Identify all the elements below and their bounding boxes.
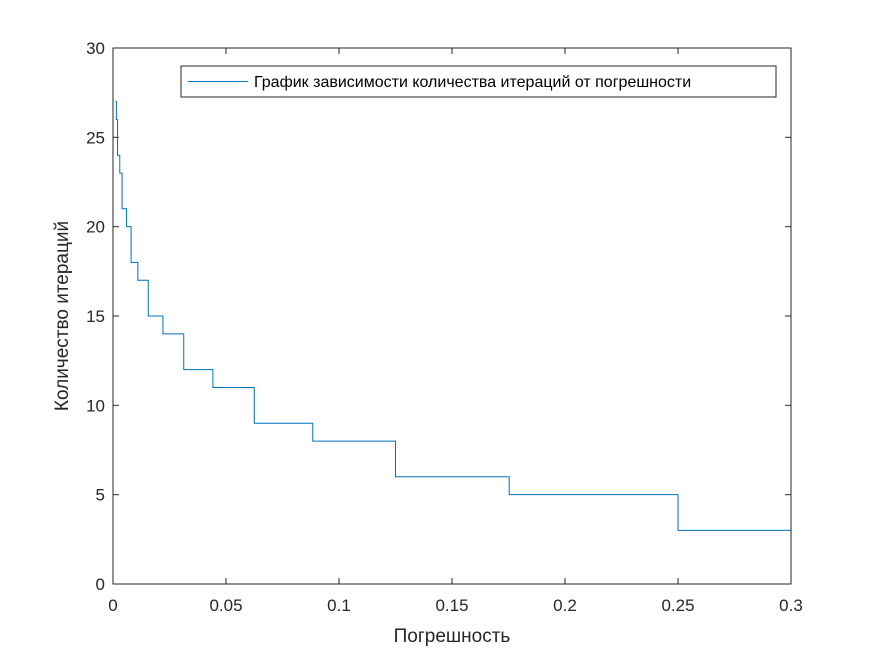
y-tick-label: 0 — [96, 575, 105, 594]
x-tick-label: 0 — [108, 596, 117, 615]
plot-area — [113, 48, 791, 584]
legend: График зависимости количества итераций о… — [180, 65, 777, 98]
x-tick-label: 0.25 — [661, 596, 694, 615]
y-tick-label: 15 — [86, 307, 105, 326]
axes-box — [112, 47, 792, 585]
y-axis-label: Количество итераций — [52, 221, 73, 411]
x-tick-label: 0.1 — [327, 596, 351, 615]
axis-ticks: 0 0.05 0.1 0.15 0.2 0.25 0.3 0 5 10 15 20 25 30 — [86, 39, 803, 615]
y-tick-label: 10 — [86, 396, 105, 415]
series-lines — [115, 101, 791, 531]
x-tick-label: 0.3 — [779, 596, 803, 615]
x-tick-label: 0.05 — [209, 596, 242, 615]
legend-entry-label: График зависимости количества итераций о… — [254, 74, 691, 91]
x-tick-label: 0.15 — [435, 596, 468, 615]
y-tick-label: 5 — [96, 486, 105, 505]
legend-box — [180, 65, 777, 98]
y-tick-label: 25 — [86, 128, 105, 147]
y-tick-label: 30 — [86, 39, 105, 58]
series-line — [115, 101, 791, 531]
x-tick-label: 0.2 — [553, 596, 577, 615]
y-tick-label: 20 — [86, 218, 105, 237]
x-axis-label: Погрешность — [394, 626, 511, 647]
